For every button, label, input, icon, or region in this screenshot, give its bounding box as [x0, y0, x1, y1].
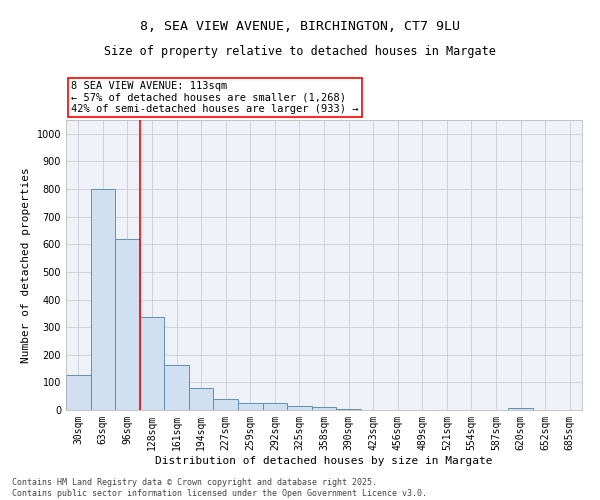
Bar [287, 406, 312, 410]
Bar [214, 399, 238, 410]
Bar [91, 189, 115, 410]
Bar [312, 407, 336, 410]
Text: 8, SEA VIEW AVENUE, BIRCHINGTON, CT7 9LU: 8, SEA VIEW AVENUE, BIRCHINGTON, CT7 9LU [140, 20, 460, 33]
Bar [336, 409, 361, 410]
Bar [115, 239, 140, 410]
Text: Contains HM Land Registry data © Crown copyright and database right 2025.
Contai: Contains HM Land Registry data © Crown c… [12, 478, 427, 498]
Bar [238, 402, 263, 410]
Bar [66, 376, 91, 410]
Bar [164, 365, 189, 410]
X-axis label: Distribution of detached houses by size in Margate: Distribution of detached houses by size … [155, 456, 493, 466]
Bar [508, 408, 533, 410]
Bar [263, 402, 287, 410]
Text: 8 SEA VIEW AVENUE: 113sqm
← 57% of detached houses are smaller (1,268)
42% of se: 8 SEA VIEW AVENUE: 113sqm ← 57% of detac… [71, 81, 359, 114]
Y-axis label: Number of detached properties: Number of detached properties [21, 167, 31, 363]
Text: Size of property relative to detached houses in Margate: Size of property relative to detached ho… [104, 45, 496, 58]
Bar [140, 318, 164, 410]
Bar [189, 388, 214, 410]
